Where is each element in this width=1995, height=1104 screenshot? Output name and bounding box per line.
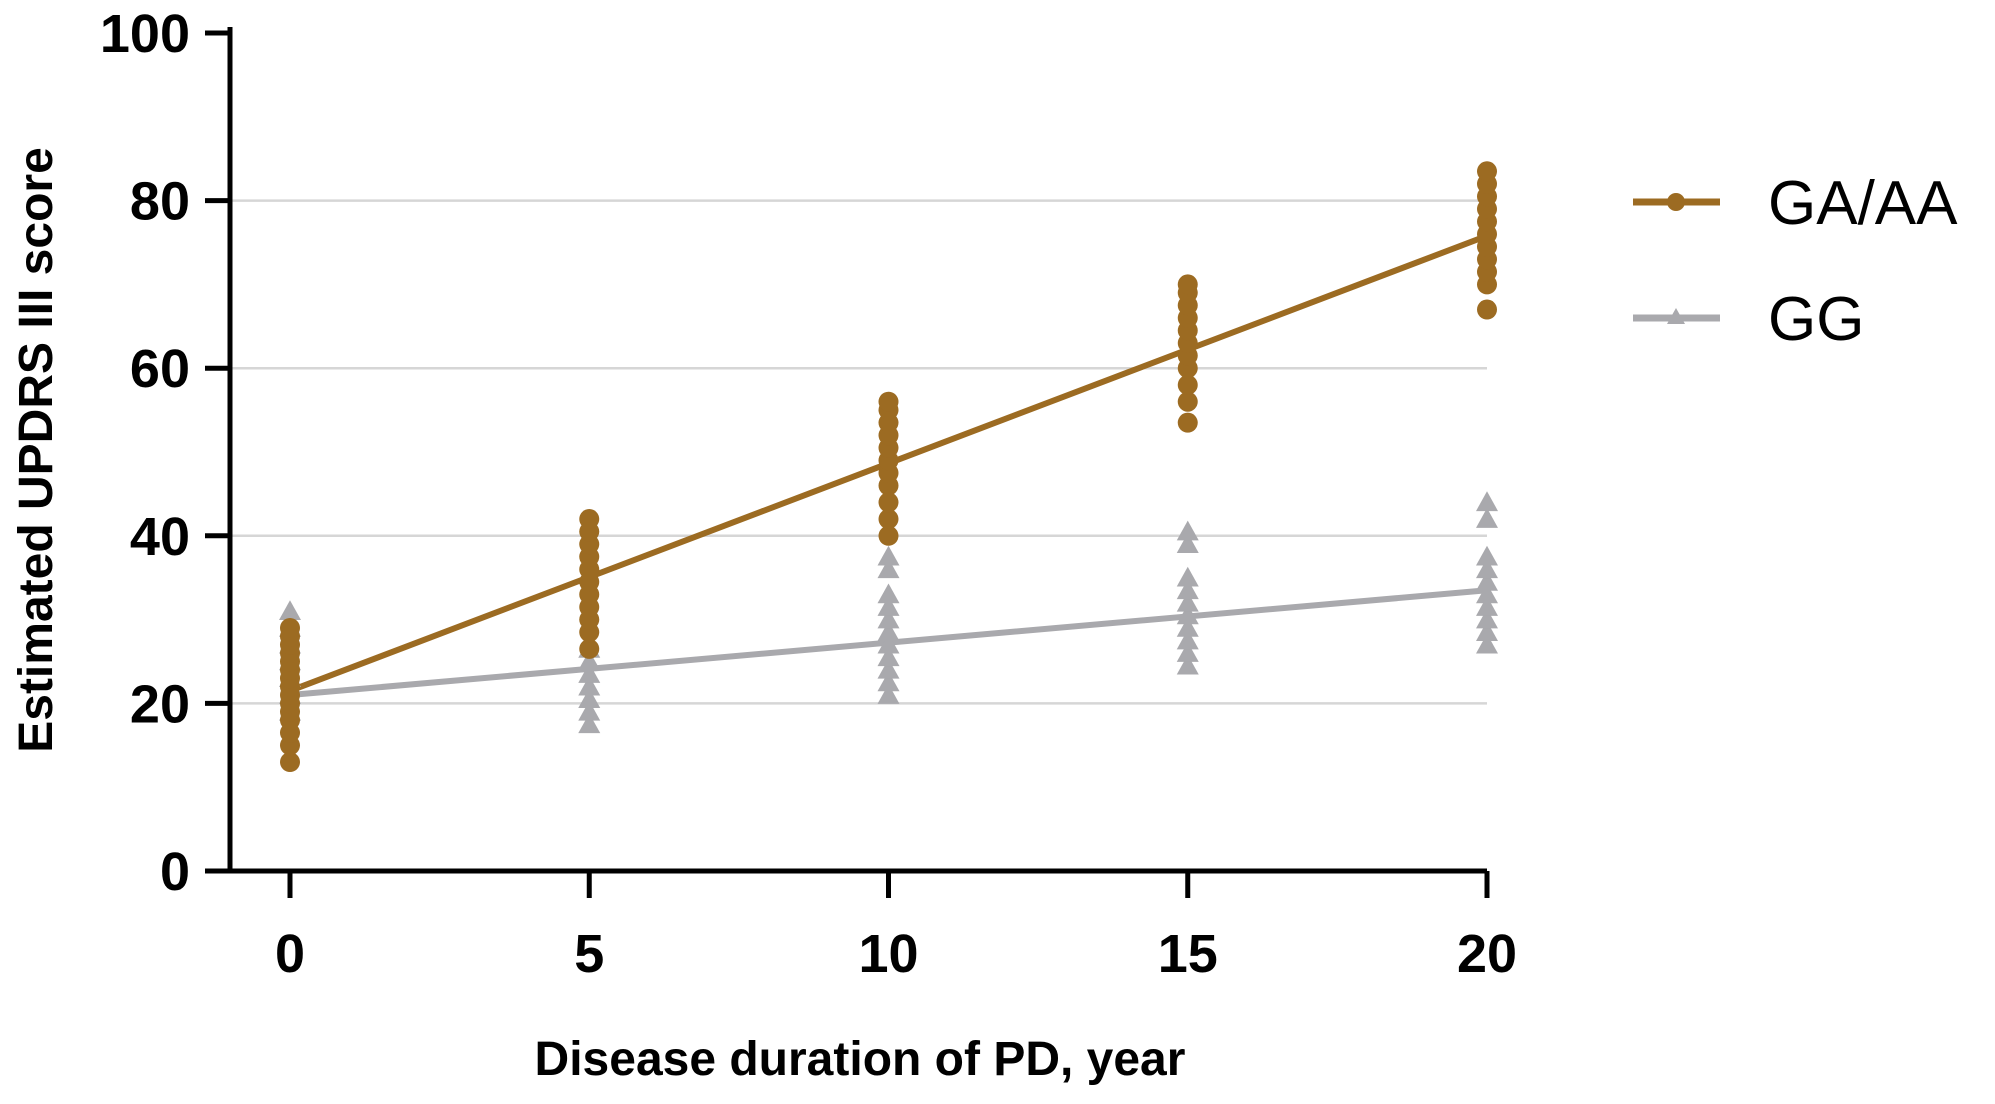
- point-gg-x20-2: [1476, 608, 1498, 629]
- data-points: [279, 161, 1498, 773]
- point-gg-x15-2: [1176, 629, 1199, 650]
- point-gg-x5-0: [578, 713, 601, 734]
- point-gg-x15-5: [1176, 591, 1199, 612]
- point-gg-x15-1: [1176, 642, 1199, 662]
- x-tick-label-5: 5: [574, 924, 604, 984]
- point-gg-x15-8: [1176, 533, 1199, 553]
- y-tick-label-100: 100: [100, 4, 190, 64]
- point-ga-aa-x20-10: [1477, 161, 1497, 182]
- point-gg-x15-3: [1176, 616, 1199, 637]
- point-gg-x10-1: [877, 671, 900, 692]
- legend-label-gg: GG: [1768, 285, 1864, 354]
- point-gg-x10-4: [877, 633, 900, 654]
- y-tick-label-80: 80: [130, 172, 190, 232]
- y-tick-label-20: 20: [130, 674, 190, 734]
- point-gg-x5-2: [578, 688, 601, 709]
- point-gg-x5-1: [578, 700, 601, 721]
- point-ga-aa-x15-0: [1177, 412, 1198, 433]
- point-gg-x15-7: [1176, 566, 1199, 587]
- point-gg-x20-8: [1476, 508, 1498, 528]
- point-gg-x10-10: [877, 545, 900, 566]
- point-gg-x20-9: [1476, 491, 1498, 512]
- x-tick-label-10: 10: [858, 924, 918, 984]
- point-gg-x0-6: [279, 600, 301, 621]
- point-gg-x10-5: [877, 621, 900, 641]
- point-gg-x10-8: [877, 583, 900, 604]
- ticks: 0 20 40 60 80 100 0 5 10 15 20: [100, 4, 1517, 984]
- x-tick-label-20: 20: [1457, 924, 1517, 984]
- point-ga-aa-x20-0: [1477, 299, 1497, 320]
- x-tick-label-15: 15: [1158, 924, 1218, 984]
- point-ga-aa-x15-10: [1177, 274, 1198, 295]
- y-tick-label-40: 40: [130, 507, 190, 567]
- grid-lines: [232, 199, 1487, 705]
- point-gg-x10-9: [877, 558, 900, 579]
- point-gg-x5-4: [578, 663, 601, 683]
- point-gg-x20-4: [1476, 583, 1498, 604]
- legend-label-ga-aa: GA/AA: [1768, 169, 1958, 238]
- point-gg-x20-3: [1476, 596, 1498, 616]
- point-ga-aa-x10-10: [878, 391, 899, 412]
- y-axis-title: Estimated UPDRS III score: [10, 147, 63, 753]
- point-ga-aa-x5-0: [579, 638, 600, 659]
- legend: GA/AA GG: [1633, 169, 1958, 354]
- point-gg-x10-3: [877, 646, 900, 667]
- point-gg-x15-6: [1176, 579, 1199, 600]
- point-ga-aa-x15-2: [1177, 374, 1198, 395]
- point-ga-aa-x10-0: [878, 525, 899, 546]
- point-gg-x20-5: [1476, 570, 1498, 591]
- legend-item-ga-aa: GA/AA: [1633, 169, 1958, 238]
- point-gg-x20-6: [1476, 558, 1498, 579]
- x-axis-title: Disease duration of PD, year: [535, 1033, 1186, 1086]
- legend-marker-ga-aa: [1667, 193, 1685, 211]
- point-gg-x20-1: [1476, 621, 1498, 641]
- point-ga-aa-x0-0: [280, 752, 300, 773]
- point-gg-x10-7: [877, 596, 900, 616]
- point-ga-aa-x15-1: [1177, 391, 1198, 412]
- point-gg-x20-0: [1476, 633, 1498, 654]
- point-gg-x10-6: [877, 608, 900, 629]
- legend-marker-gg: [1667, 308, 1685, 324]
- y-tick-label-60: 60: [130, 339, 190, 399]
- point-ga-aa-x0-14: [280, 617, 300, 638]
- point-gg-x10-0: [877, 684, 900, 704]
- legend-item-gg: GG: [1633, 285, 1864, 354]
- point-gg-x10-2: [877, 658, 900, 679]
- point-gg-x5-3: [578, 675, 601, 696]
- point-gg-x15-9: [1176, 520, 1199, 541]
- point-gg-x15-4: [1176, 604, 1199, 625]
- point-ga-aa-x10-1: [878, 509, 899, 530]
- point-gg-x20-7: [1476, 545, 1498, 566]
- y-tick-label-0: 0: [160, 842, 190, 902]
- point-gg-x15-0: [1176, 654, 1199, 675]
- point-ga-aa-x5-10: [579, 509, 600, 530]
- x-tick-label-0: 0: [275, 924, 305, 984]
- axes: [227, 27, 1487, 874]
- point-ga-aa-x10-2: [878, 492, 899, 513]
- point-gg-x5-5: [578, 650, 601, 671]
